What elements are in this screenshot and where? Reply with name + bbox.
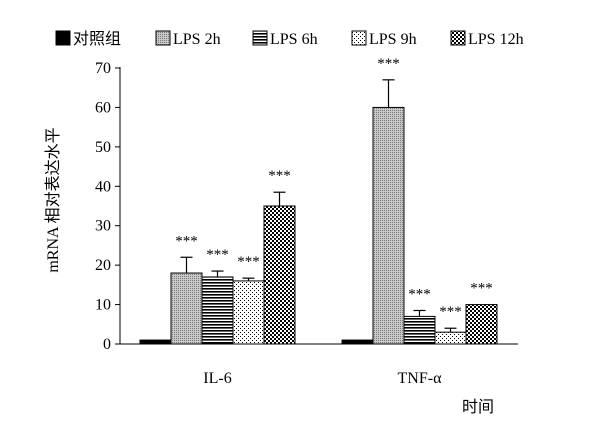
bar — [341, 339, 374, 345]
bar — [201, 276, 234, 345]
legend: 对照组 LPS 2h LPS 6h LPS 9h LPS 12h — [55, 30, 524, 48]
legend-swatch — [252, 30, 268, 46]
legend-swatch — [55, 30, 71, 46]
significance-label: *** — [268, 168, 291, 184]
legend-label: LPS 2h — [173, 31, 221, 48]
bar — [434, 331, 467, 345]
x-tick-label: TNF-α — [398, 370, 443, 387]
y-tick-label: 30 — [95, 218, 111, 235]
y-tick-label: 0 — [103, 336, 111, 353]
significance-label: *** — [408, 286, 431, 302]
y-tick-label: 20 — [95, 257, 111, 274]
y-tick-label: 70 — [95, 60, 111, 77]
bar — [170, 272, 203, 345]
legend-swatch — [450, 30, 466, 46]
legend-swatch — [351, 30, 367, 46]
x-axis-label: 时间 — [462, 398, 494, 416]
y-tick-label: 40 — [95, 178, 111, 195]
legend-label: LPS 12h — [468, 31, 524, 48]
significance-label: *** — [439, 304, 462, 320]
bar — [263, 205, 296, 345]
significance-label: *** — [175, 233, 198, 249]
significance-label: *** — [377, 56, 400, 72]
bar — [139, 339, 172, 345]
significance-label: *** — [206, 247, 229, 263]
legend-label: LPS 9h — [369, 31, 417, 48]
bars: *** *** *** *** *** *** *** *** IL-6 TNF-α — [139, 56, 498, 387]
y-axis-label: mRNA 相对表达水平 — [44, 127, 62, 272]
axes: 0 10 20 30 40 50 60 70 — [95, 60, 518, 353]
bar — [232, 280, 265, 345]
y-tick-label: 50 — [95, 139, 111, 156]
y-tick-label: 60 — [95, 99, 111, 116]
bar — [465, 304, 498, 345]
x-tick-label: IL-6 — [203, 370, 231, 387]
legend-label: LPS 6h — [270, 31, 318, 48]
significance-label: *** — [237, 254, 260, 270]
y-tick-label: 10 — [95, 297, 111, 314]
bar — [372, 106, 405, 345]
significance-label: *** — [470, 281, 493, 297]
legend-label: 对照组 — [73, 30, 121, 48]
bar — [403, 315, 436, 345]
legend-swatch — [155, 30, 171, 46]
